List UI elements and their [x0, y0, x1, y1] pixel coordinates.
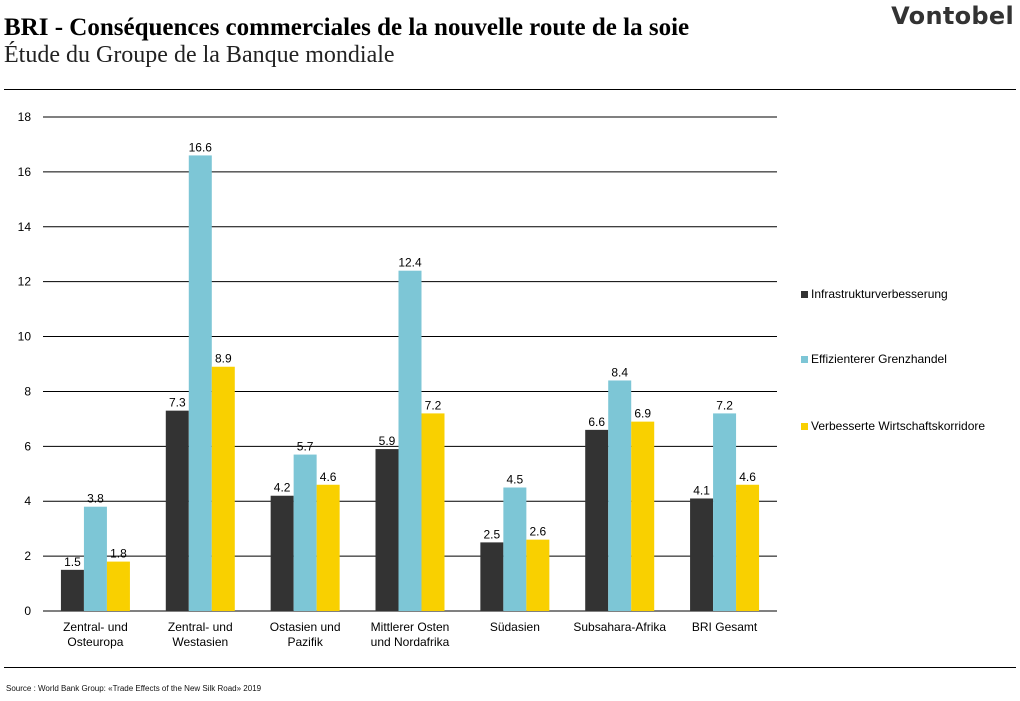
legend-label: Verbesserte Wirtschaftskorridore: [811, 419, 985, 433]
data-label: 16.6: [189, 140, 213, 154]
legend-swatch: [801, 423, 808, 430]
legend-swatch: [801, 291, 808, 298]
data-label: 4.2: [274, 481, 291, 495]
bar: [480, 542, 504, 611]
data-label: 2.5: [484, 527, 501, 541]
x-tick-label: BRI Gesamt: [692, 620, 758, 634]
data-label: 4.6: [320, 470, 337, 484]
data-label: 8.4: [611, 365, 628, 379]
bar: [526, 539, 550, 611]
source-note: Source : World Bank Group: «Trade Effect…: [6, 684, 262, 693]
bar: [398, 270, 422, 611]
data-label: 6.6: [588, 415, 605, 429]
bar: [293, 454, 317, 611]
y-tick-label: 12: [18, 275, 32, 289]
bar: [736, 484, 760, 611]
y-tick-label: 2: [24, 549, 31, 563]
data-label: 4.5: [507, 473, 524, 487]
y-tick-label: 8: [24, 384, 31, 398]
x-tick-label: Osteuropa: [67, 635, 123, 649]
data-label: 1.8: [110, 547, 127, 561]
bar: [631, 421, 655, 611]
data-label: 7.3: [169, 396, 186, 410]
data-label: 5.9: [379, 434, 396, 448]
bar: [690, 498, 714, 611]
y-tick-label: 0: [24, 604, 31, 618]
data-label: 12.4: [398, 256, 422, 270]
bottom-divider: [4, 667, 1016, 668]
bar: [60, 569, 84, 611]
legend-label: Effizienterer Grenzhandel: [811, 352, 947, 366]
y-tick-label: 18: [18, 110, 32, 124]
y-tick-label: 4: [24, 494, 31, 508]
bar: [106, 561, 130, 611]
x-tick-label: Südasien: [490, 620, 540, 634]
data-label: 1.5: [64, 555, 81, 569]
bar: [211, 366, 235, 611]
bar: [503, 487, 527, 611]
data-label: 7.2: [716, 398, 733, 412]
data-label: 4.1: [693, 483, 710, 497]
bar: [421, 413, 445, 611]
y-tick-label: 6: [24, 439, 31, 453]
y-tick-label: 14: [18, 220, 32, 234]
x-tick-label: Zentral- und: [63, 620, 128, 634]
x-tick-label: und Nordafrika: [371, 635, 450, 649]
x-tick-label: Westasien: [172, 635, 228, 649]
bar: [165, 410, 189, 611]
chart-title: BRI - Conséquences commerciales de la no…: [4, 14, 690, 41]
legend-swatch: [801, 356, 808, 363]
data-label: 4.6: [739, 470, 756, 484]
bar: [713, 413, 737, 611]
x-tick-label: Mittlerer Osten: [371, 620, 450, 634]
y-tick-label: 10: [18, 330, 32, 344]
bar: [608, 380, 632, 611]
bar: [83, 506, 107, 611]
data-label: 5.7: [297, 440, 314, 454]
brand-logo: Vontobel: [891, 2, 1014, 30]
bar: [375, 449, 399, 611]
bar: [585, 429, 609, 611]
data-label: 6.9: [634, 407, 651, 421]
bar: [270, 495, 294, 611]
top-divider: [4, 89, 1016, 90]
data-label: 2.6: [530, 525, 547, 539]
x-tick-label: Pazifik: [287, 635, 323, 649]
data-label: 3.8: [87, 492, 104, 506]
data-label: 7.2: [425, 398, 442, 412]
bar: [188, 155, 212, 611]
x-tick-label: Subsahara-Afrika: [573, 620, 666, 634]
x-tick-label: Zentral- und: [168, 620, 233, 634]
legend-label: Infrastrukturverbesserung: [811, 287, 948, 301]
x-tick-label: Ostasien und: [270, 620, 341, 634]
chart-subtitle: Étude du Groupe de la Banque mondiale: [4, 42, 395, 68]
bar: [316, 484, 340, 611]
data-label: 8.9: [215, 352, 232, 366]
y-tick-label: 16: [18, 165, 32, 179]
